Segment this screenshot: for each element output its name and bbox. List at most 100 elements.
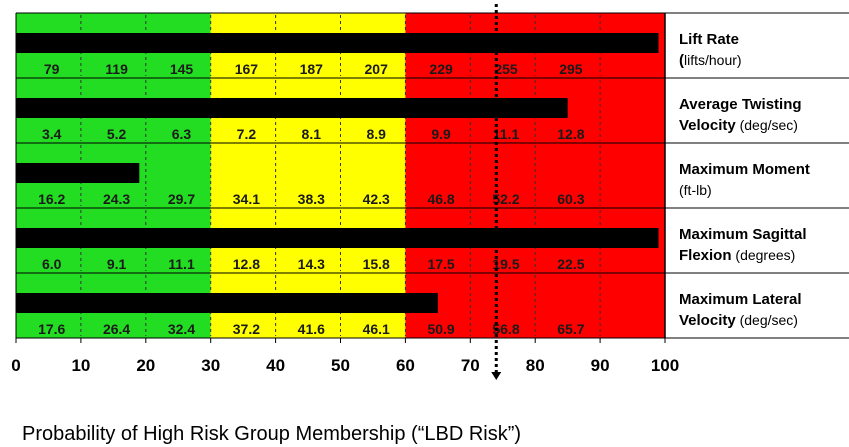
scale-value: 79 xyxy=(44,61,60,77)
row-label-segment: Flexion xyxy=(679,247,732,264)
scale-value: 8.1 xyxy=(302,126,322,142)
risk-bar xyxy=(16,163,140,183)
x-axis: 0 10 20 30 40 50 60 70 80 90 100 xyxy=(11,338,679,375)
threshold-arrowhead xyxy=(491,372,502,380)
row-label-segment: lifts/hour) xyxy=(684,52,742,68)
scale-value: 34.1 xyxy=(233,191,260,207)
row-label-line: Flexion (degrees) xyxy=(679,247,795,264)
x-tick-label: 0 xyxy=(11,356,20,375)
scale-value: 26.4 xyxy=(103,321,130,337)
scale-value: 11.1 xyxy=(168,256,195,272)
x-axis-title: Probability of High Risk Group Membershi… xyxy=(22,423,521,445)
x-tick-label: 60 xyxy=(396,356,415,375)
risk-rows: 79 119 145 167 187 207 229 255 295 3.4 5.2 6.3 7.2 8.… xyxy=(16,15,659,337)
risk-bar xyxy=(16,98,568,118)
scale-value: 38.3 xyxy=(298,191,325,207)
scale-value: 29.7 xyxy=(168,191,195,207)
scale-value: 22.5 xyxy=(557,256,584,272)
row-label-segment: ( xyxy=(679,52,684,69)
scale-value: 229 xyxy=(429,61,453,77)
scale-value: 12.8 xyxy=(233,256,260,272)
chart-frame xyxy=(15,12,849,339)
scale-value: 42.3 xyxy=(363,191,390,207)
threshold-marker xyxy=(491,4,502,380)
scale-value: 187 xyxy=(300,61,324,77)
row-label-segment: Maximum Lateral xyxy=(679,291,802,308)
risk-bar xyxy=(16,33,659,53)
row-label-line: (ft-lb) xyxy=(679,182,712,198)
scale-value: 167 xyxy=(235,61,259,77)
scale-value: 41.6 xyxy=(298,321,325,337)
risk-bar xyxy=(16,293,438,313)
scale-value: 295 xyxy=(559,61,583,77)
scale-value: 207 xyxy=(365,61,389,77)
scale-value: 9.1 xyxy=(107,256,127,272)
row-labels: Lift Rate (lifts/hour) Average Twisting Vel… xyxy=(679,31,810,329)
row-label-line: Average Twisting xyxy=(679,96,802,113)
row-label-segment: Average Twisting xyxy=(679,96,802,113)
risk-bar xyxy=(16,228,659,248)
scale-value: 6.0 xyxy=(42,256,62,272)
scale-value: 5.2 xyxy=(107,126,127,142)
scale-value: 255 xyxy=(494,61,518,77)
scale-value: 16.2 xyxy=(38,191,65,207)
scale-value: 46.1 xyxy=(363,321,390,337)
scale-value: 17.5 xyxy=(427,256,454,272)
x-tick-label: 70 xyxy=(461,356,480,375)
row-label-segment: Maximum Moment xyxy=(679,161,810,178)
row-label-segment: (degrees) xyxy=(732,247,796,263)
scale-value: 56.8 xyxy=(492,321,519,337)
scale-value: 12.8 xyxy=(557,126,584,142)
scale-value: 15.8 xyxy=(363,256,390,272)
row-label-segment: Lift Rate xyxy=(679,31,739,48)
risk-zone-2 xyxy=(210,13,406,338)
row-label-segment: Maximum Sagittal xyxy=(679,226,807,243)
x-tick-label: 80 xyxy=(526,356,545,375)
scale-value: 32.4 xyxy=(168,321,195,337)
x-tick-label: 40 xyxy=(266,356,285,375)
row-label-line: Maximum Sagittal xyxy=(679,226,807,243)
scale-value: 14.3 xyxy=(298,256,325,272)
row-label-segment: Velocity xyxy=(679,117,736,134)
row-label-line: Lift Rate xyxy=(679,31,739,48)
row-label-segment: (deg/sec) xyxy=(736,117,798,133)
row-label-line: Maximum Lateral xyxy=(679,291,802,308)
x-tick-label: 90 xyxy=(591,356,610,375)
scale-value: 145 xyxy=(170,61,194,77)
scale-value: 52.2 xyxy=(492,191,519,207)
scale-value: 37.2 xyxy=(233,321,260,337)
scale-value: 17.6 xyxy=(38,321,65,337)
risk-row-5: 17.6 26.4 32.4 37.2 41.6 46.1 50.9 56.8 65.7 xyxy=(16,275,601,337)
scale-value: 119 xyxy=(105,61,128,77)
scale-value: 11.1 xyxy=(493,126,520,142)
scale-value: 60.3 xyxy=(557,191,584,207)
row-label-line: Maximum Moment xyxy=(679,161,810,178)
row-label-line: (lifts/hour) xyxy=(679,52,742,69)
row-label-segment: (deg/sec) xyxy=(736,312,798,328)
risk-row-2: 3.4 5.2 6.3 7.2 8.1 8.9 9.9 11.1 12.8 xyxy=(16,80,601,142)
scale-value: 8.9 xyxy=(366,126,386,142)
risk-row-4: 6.0 9.1 11.1 12.8 14.3 15.8 17.5 19.5 22.5 xyxy=(16,210,659,272)
x-tick-label: 100 xyxy=(651,356,679,375)
risk-row-1: 79 119 145 167 187 207 229 255 295 xyxy=(16,15,659,77)
x-tick-label: 30 xyxy=(201,356,220,375)
row-label-segment: (ft-lb) xyxy=(679,182,712,198)
x-tick-label: 50 xyxy=(331,356,350,375)
scale-value: 24.3 xyxy=(103,191,130,207)
scale-value: 46.8 xyxy=(427,191,454,207)
scale-value: 65.7 xyxy=(557,321,584,337)
row-label-segment: Velocity xyxy=(679,312,736,329)
scale-value: 50.9 xyxy=(427,321,454,337)
x-tick-label: 20 xyxy=(136,356,155,375)
row-label-line: Velocity (deg/sec) xyxy=(679,117,798,134)
risk-row-3: 16.2 24.3 29.7 34.1 38.3 42.3 46.8 52.2 60.3 xyxy=(16,145,601,207)
scale-value: 6.3 xyxy=(172,126,192,142)
risk-zones xyxy=(16,13,665,338)
scale-value: 3.4 xyxy=(42,126,62,142)
scale-value: 9.9 xyxy=(431,126,451,142)
scale-value: 19.5 xyxy=(492,256,519,272)
x-tick-label: 10 xyxy=(71,356,90,375)
scale-value: 7.2 xyxy=(237,126,257,142)
row-label-line: Velocity (deg/sec) xyxy=(679,312,798,329)
